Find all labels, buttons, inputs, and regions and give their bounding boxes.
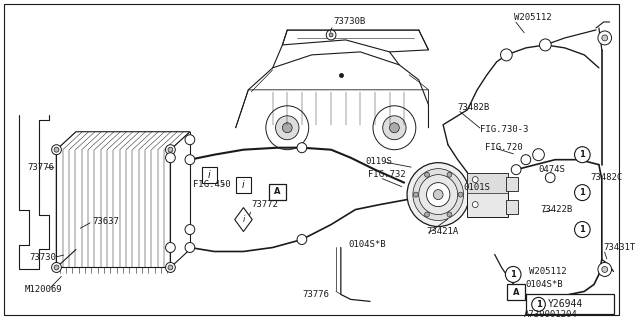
Circle shape: [390, 123, 399, 133]
Text: i: i: [242, 180, 245, 190]
Circle shape: [575, 147, 590, 163]
Circle shape: [598, 262, 612, 276]
Circle shape: [407, 163, 469, 227]
Text: 73730B: 73730B: [333, 18, 365, 27]
Text: 73637: 73637: [93, 217, 120, 226]
Text: 0104S*B: 0104S*B: [526, 280, 563, 289]
Text: 73482B: 73482B: [458, 103, 490, 112]
Circle shape: [168, 265, 173, 270]
Circle shape: [602, 267, 607, 272]
Text: 73776: 73776: [28, 163, 54, 172]
Bar: [467, 173, 508, 217]
Polygon shape: [235, 208, 252, 232]
Text: FIG.730-3: FIG.730-3: [480, 125, 529, 134]
Text: i: i: [208, 170, 211, 180]
Circle shape: [185, 135, 195, 145]
Circle shape: [540, 39, 551, 51]
Text: 73772: 73772: [252, 200, 278, 209]
Circle shape: [419, 175, 458, 215]
Circle shape: [413, 192, 419, 197]
Text: A: A: [513, 288, 520, 297]
Circle shape: [185, 155, 195, 165]
Circle shape: [500, 49, 512, 61]
Circle shape: [166, 243, 175, 252]
Circle shape: [472, 177, 478, 183]
Circle shape: [424, 172, 429, 177]
Circle shape: [297, 235, 307, 244]
Bar: [506, 177, 518, 191]
Circle shape: [166, 262, 175, 272]
Text: 73431T: 73431T: [604, 243, 636, 252]
Circle shape: [52, 262, 61, 272]
Text: Y26944: Y26944: [548, 300, 584, 309]
Circle shape: [326, 30, 336, 40]
Circle shape: [602, 35, 607, 41]
Circle shape: [458, 192, 463, 197]
Bar: [236, 177, 252, 193]
Bar: [269, 184, 286, 200]
Text: 0101S: 0101S: [463, 183, 490, 192]
Circle shape: [383, 116, 406, 140]
Circle shape: [521, 155, 531, 165]
Circle shape: [575, 185, 590, 201]
Text: 0119S: 0119S: [365, 157, 392, 166]
Text: 73482C: 73482C: [590, 173, 622, 182]
Circle shape: [598, 31, 612, 45]
Circle shape: [447, 172, 452, 177]
Text: FIG.450: FIG.450: [193, 180, 230, 189]
Text: 0474S: 0474S: [538, 165, 565, 174]
Text: 73421A: 73421A: [426, 227, 459, 236]
Circle shape: [511, 165, 521, 175]
Circle shape: [532, 149, 545, 161]
Circle shape: [472, 202, 478, 208]
Circle shape: [329, 33, 333, 37]
Text: 1: 1: [579, 188, 586, 197]
Text: FIG.732: FIG.732: [368, 170, 406, 179]
Text: 1: 1: [510, 270, 516, 279]
Text: 73422B: 73422B: [540, 205, 573, 214]
Text: A730001204: A730001204: [524, 310, 578, 319]
Circle shape: [297, 143, 307, 153]
Text: 73730: 73730: [29, 253, 56, 262]
Bar: [506, 200, 518, 213]
Text: A: A: [275, 187, 281, 196]
Text: 1: 1: [579, 150, 586, 159]
Circle shape: [575, 221, 590, 237]
Circle shape: [185, 225, 195, 235]
Circle shape: [168, 147, 173, 152]
Circle shape: [185, 243, 195, 252]
Circle shape: [545, 173, 555, 183]
Circle shape: [276, 116, 299, 140]
Circle shape: [54, 147, 59, 152]
Text: 1: 1: [536, 300, 541, 309]
Text: 0104S*B: 0104S*B: [349, 240, 387, 249]
Circle shape: [426, 183, 450, 207]
Circle shape: [447, 212, 452, 217]
Circle shape: [413, 169, 463, 220]
Bar: [467, 173, 508, 193]
Text: FIG.720: FIG.720: [485, 143, 523, 152]
Circle shape: [282, 123, 292, 133]
Circle shape: [532, 297, 545, 311]
Circle shape: [433, 190, 443, 200]
Bar: [508, 284, 525, 300]
Text: 1: 1: [579, 225, 586, 234]
Circle shape: [373, 106, 416, 150]
Circle shape: [166, 145, 175, 155]
Circle shape: [166, 153, 175, 163]
Text: i: i: [243, 215, 244, 224]
Circle shape: [52, 145, 61, 155]
Circle shape: [266, 106, 308, 150]
Text: W205112: W205112: [514, 13, 552, 22]
Text: W205112: W205112: [529, 267, 566, 276]
Circle shape: [424, 212, 429, 217]
Circle shape: [506, 267, 521, 283]
Bar: [526, 294, 614, 314]
Text: 73776: 73776: [302, 290, 329, 299]
Circle shape: [54, 265, 59, 270]
Text: M120069: M120069: [24, 285, 62, 294]
Bar: [202, 167, 217, 183]
